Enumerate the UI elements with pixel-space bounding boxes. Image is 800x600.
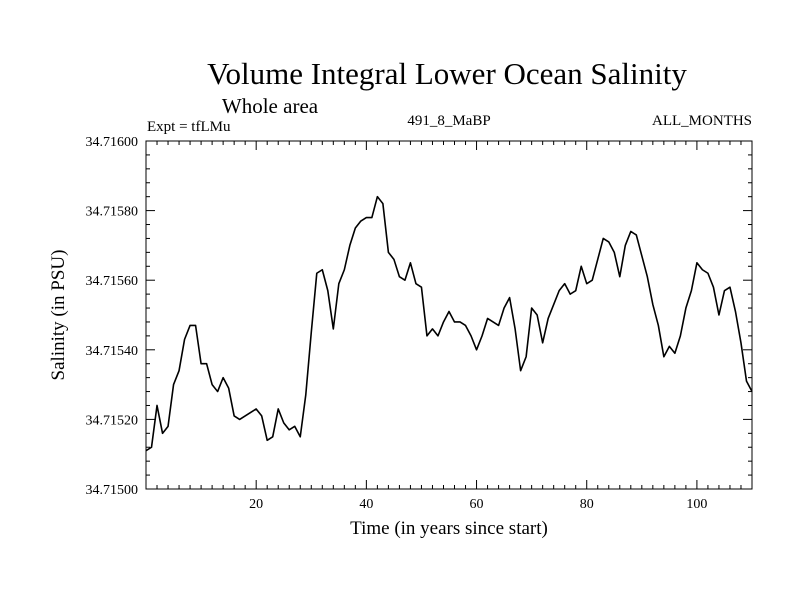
salinity-series-line bbox=[145, 195, 753, 452]
x-tick-label: 60 bbox=[470, 497, 484, 512]
x-tick-label: 20 bbox=[249, 497, 263, 512]
y-axis-label: Salinity (in PSU) bbox=[48, 250, 69, 381]
x-tick-label: 80 bbox=[580, 497, 594, 512]
y-tick-label: 34.71520 bbox=[86, 413, 139, 428]
axis-ticks bbox=[146, 140, 752, 490]
x-tick-label: 100 bbox=[686, 497, 707, 512]
y-tick-label: 34.71580 bbox=[86, 205, 139, 220]
x-axis-label: Time (in years since start) bbox=[350, 518, 548, 539]
period-label: ALL_MONTHS bbox=[652, 113, 752, 129]
y-tick-labels: 34.71500 34.71520 34.71540 34.71560 34.71580… bbox=[86, 135, 139, 498]
chart-title: Volume Integral Lower Ocean Salinity bbox=[207, 56, 687, 91]
x-tick-label: 40 bbox=[359, 497, 373, 512]
y-tick-label: 34.71540 bbox=[86, 344, 139, 359]
y-tick-label: 34.71600 bbox=[86, 135, 139, 150]
plot-frame bbox=[145, 140, 753, 490]
y-tick-label: 34.71500 bbox=[86, 483, 139, 498]
chart-subtitle: Whole area bbox=[222, 94, 319, 118]
x-tick-labels: 20 40 60 80 100 bbox=[249, 497, 707, 512]
run-id-label: 491_8_MaBP bbox=[407, 113, 490, 129]
experiment-label: Expt = tfLMu bbox=[147, 119, 231, 135]
y-tick-label: 34.71560 bbox=[86, 274, 139, 289]
